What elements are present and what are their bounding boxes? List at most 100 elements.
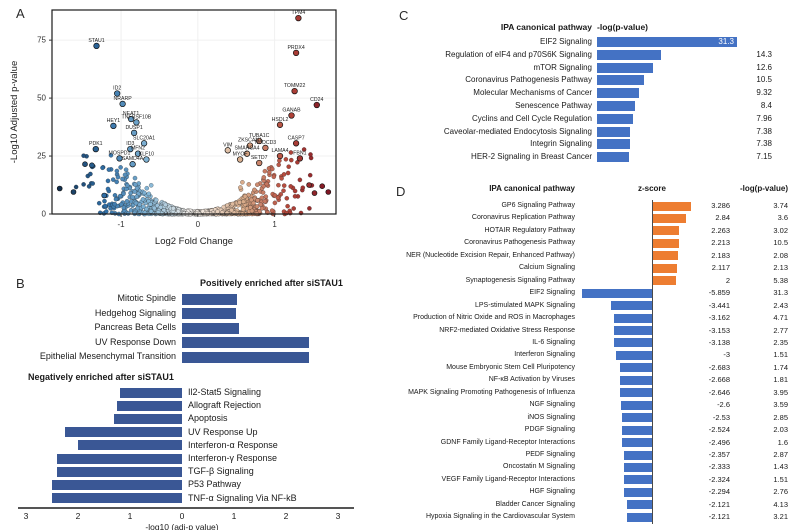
- gene-point: GANAB: [282, 108, 301, 119]
- pathway-label: Regulation of eIF4 and p70S6K Signaling: [445, 49, 592, 59]
- pathway-row: GDNF Family Ligand-Receptor Interactions…: [390, 437, 798, 449]
- gene-label: TOMM22: [284, 83, 306, 89]
- bar-label: TNF-α Signaling Via NF-kB: [188, 492, 297, 503]
- bar: [652, 251, 679, 261]
- pvalue-value: 2.77: [773, 325, 788, 335]
- pvalue-value: 2.13: [773, 263, 788, 273]
- zscore-value: -2.683: [708, 362, 730, 372]
- bar: [597, 152, 629, 163]
- bar: [621, 425, 652, 435]
- gene-label: PRDX4: [287, 45, 304, 51]
- bar-row: Hedgehog Signaling: [10, 307, 392, 322]
- pathway-label: Synaptogenesis Signaling Pathway: [465, 276, 575, 284]
- pathway-label: Interferon Signaling: [514, 351, 575, 359]
- bar: [624, 487, 652, 497]
- x-axis-label: -log10 (adj-p value): [145, 522, 219, 530]
- pathway-label: GP6 Signaling Pathway: [501, 202, 575, 209]
- zscore-value: -2.53: [712, 412, 730, 422]
- pvalue-value: 2.35: [773, 337, 788, 347]
- pathway-row: EIF2 Signaling 31.3: [395, 36, 798, 49]
- x-axis-line: [18, 507, 354, 509]
- bar-label: UV Response Down: [94, 336, 176, 347]
- pathway-row: Regulation of eIF4 and p70S6K Signaling 1…: [395, 49, 798, 62]
- zscore-value: 2.263: [711, 225, 730, 235]
- x-tick-label: 3: [335, 511, 341, 521]
- gene-point: TPM4: [291, 10, 305, 22]
- zscore-value: 2.84: [715, 213, 730, 223]
- value-label: 8.4: [760, 101, 772, 110]
- pathway-label: PEDF Signaling: [525, 451, 575, 458]
- pvalue-value: 2.76: [773, 487, 788, 497]
- bar-row: Epithelial Mesenchymal Transition: [10, 350, 392, 365]
- pathway-label: Molecular Mechanisms of Cancer: [473, 88, 592, 98]
- zscore-value: -2.121: [708, 512, 730, 522]
- bar: [622, 438, 652, 448]
- zscore-value: -3.153: [708, 325, 730, 335]
- gene-label: KLF10: [139, 152, 154, 158]
- bar-row: Il2-Stat5 Signaling: [10, 386, 392, 399]
- pathway-label: Integrin Signaling: [530, 139, 592, 149]
- pvalue-value: 2.87: [773, 450, 788, 459]
- pvalue-value: 2.43: [773, 300, 788, 310]
- bar-label: UV Response Up: [188, 426, 258, 437]
- bar: [52, 493, 182, 504]
- pathway-row: LPS-stimulated MAPK Signaling -3.441 2.43: [390, 300, 798, 312]
- bar: [652, 201, 692, 211]
- pathway-label: mTOR Signaling: [533, 62, 592, 72]
- gene-label: STAU1: [88, 38, 104, 44]
- bar: [621, 413, 652, 423]
- bar: [597, 126, 630, 137]
- gene-point: TOMM22: [284, 83, 306, 95]
- pathway-label: HGF Signaling: [529, 488, 575, 496]
- bar-row: Allograft Rejection: [10, 399, 392, 412]
- panel-c-label: C: [399, 8, 409, 23]
- y-tick-label: 0: [42, 210, 47, 219]
- gene-point: KLF10: [139, 152, 154, 163]
- zscore-value: -2.668: [708, 375, 730, 385]
- gene-label: MOSPD1: [109, 150, 131, 156]
- pvalue-value: 1.51: [773, 350, 788, 360]
- pvalue-value: 1.6: [777, 437, 788, 447]
- pathway-row: IL-6 Signaling -3.138 2.35: [390, 337, 798, 349]
- pathway-row: Synaptogenesis Signaling Pathway 2 5.38: [390, 275, 798, 287]
- ipa-zscore-chart: IPA canonical pathway z-score -log(p-value…: [390, 184, 798, 528]
- gene-point: MOSPD1: [109, 150, 131, 162]
- zscore-value: -3.138: [708, 337, 730, 347]
- bar-label: Apoptosis: [188, 413, 228, 424]
- pvalue-value: 10.5: [773, 238, 788, 248]
- pathway-row: NGF Signaling -2.6 3.59: [390, 399, 798, 411]
- pathway-row: NRF2-mediated Oxidative Stress Response -…: [390, 325, 798, 337]
- pathway-row: HOTAIR Regulatory Pathway 2.263 3.02: [390, 225, 798, 237]
- bar: [652, 213, 687, 223]
- gene-point: SAMD4A: [122, 156, 144, 168]
- pathway-row: VEGF Family Ligand-Receptor Interactions…: [390, 474, 798, 486]
- pathway-label: VEGF Family Ligand-Receptor Interactions: [441, 475, 575, 483]
- bar-row: TGF-β Signaling: [10, 465, 392, 478]
- bar: [614, 338, 652, 348]
- zscore-value: -2.357: [708, 450, 730, 459]
- y-tick-label: 25: [37, 152, 46, 161]
- pathway-row: PDGF Signaling -2.524 2.03: [390, 424, 798, 436]
- gene-label: GANAB: [282, 108, 301, 114]
- zscore-value: 3.286: [711, 201, 730, 210]
- bar: [652, 238, 679, 248]
- gene-label: ID2: [113, 86, 121, 92]
- zscore-value: 2.117: [711, 263, 730, 273]
- zscore-value: 2.213: [711, 238, 730, 248]
- gene-point: CASP7: [288, 135, 305, 147]
- pathway-row: Senescence Pathway 8.4: [395, 100, 798, 113]
- bar: [182, 322, 240, 334]
- pvalue-value: 3.6: [777, 213, 788, 223]
- bar: [581, 288, 652, 298]
- gene-point: ZKSCAN1: [238, 138, 262, 149]
- x-tick-label: -1: [118, 220, 126, 229]
- bar: [616, 350, 652, 360]
- pvalue-value: 2.85: [773, 412, 788, 422]
- gene-label: CD24: [310, 97, 323, 103]
- pathway-row: Interferon Signaling -3 1.51: [390, 349, 798, 361]
- gene-label: SMARCA4: [234, 146, 259, 152]
- axes: 0 25 50 75 -1 0 1: [37, 36, 277, 229]
- zscore-value: -2.333: [708, 462, 730, 472]
